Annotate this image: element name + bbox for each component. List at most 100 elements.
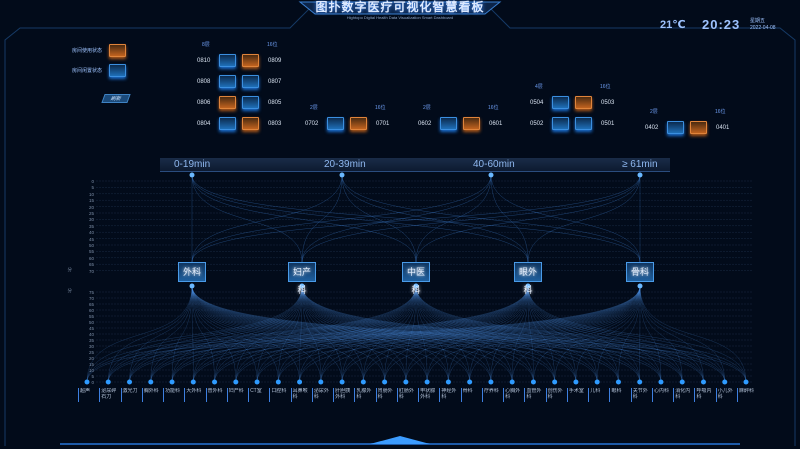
- procedure-label[interactable]: 妇产科: [226, 388, 247, 402]
- bed-icon-in_use[interactable]: [575, 96, 592, 109]
- room-number: 0808: [197, 79, 211, 85]
- bed-icon-in_use[interactable]: [242, 117, 259, 130]
- flow-link: [193, 285, 529, 383]
- flow-link: [191, 285, 513, 383]
- axis-tick: 30: [88, 344, 94, 349]
- procedure-label[interactable]: 激光刀: [120, 388, 141, 402]
- procedure-label[interactable]: 肛肠外科: [396, 388, 417, 402]
- procedure-node: [424, 379, 430, 385]
- procedure-label[interactable]: 肝胆胰外科: [333, 388, 353, 402]
- procedure-label[interactable]: 口腔科: [269, 388, 289, 402]
- procedure-label[interactable]: 创伤外科: [545, 388, 566, 402]
- room-number: 0504: [530, 100, 544, 106]
- procedure-label[interactable]: 乳腺外科: [354, 388, 374, 402]
- flow-link: [639, 285, 662, 383]
- procedure-label[interactable]: 普外科: [205, 388, 226, 402]
- department-node[interactable]: 妇产科: [288, 262, 316, 295]
- flow-link: [448, 285, 529, 383]
- flow-link: [415, 285, 449, 383]
- procedure-label[interactable]: 耳鼻喉科: [290, 388, 311, 402]
- flow-link: [415, 285, 704, 383]
- procedure-label[interactable]: CT室: [248, 388, 268, 402]
- procedure-label[interactable]: 麻醉科: [737, 388, 757, 402]
- procedure-label[interactable]: 胃肠外科: [375, 388, 396, 402]
- procedure-label[interactable]: 胸外科: [141, 388, 162, 402]
- flow-link: [639, 285, 683, 383]
- procedure-label[interactable]: 超声: [78, 388, 98, 402]
- axis-tick: 50: [88, 320, 94, 325]
- bed-icon-idle[interactable]: [552, 117, 569, 130]
- procedure-label[interactable]: 心内科: [651, 388, 672, 402]
- bed-icon-in_use[interactable]: [219, 96, 236, 109]
- flow-link: [191, 285, 555, 383]
- flow-link: [86, 285, 529, 383]
- axis-tick: 35: [88, 223, 94, 229]
- department-node[interactable]: 中医科: [402, 262, 430, 295]
- room-number: 0701: [376, 121, 390, 127]
- bed-icon-idle[interactable]: [327, 117, 344, 130]
- bed-icon-idle[interactable]: [440, 117, 457, 130]
- room-number: 0501: [601, 121, 615, 127]
- flow-link: [191, 174, 641, 263]
- flow-link: [301, 285, 555, 383]
- flow-link: [301, 285, 725, 383]
- flow-link: [256, 285, 529, 383]
- procedure-label[interactable]: 呼吸内科: [694, 388, 714, 402]
- bed-icon-in_use[interactable]: [242, 54, 259, 67]
- flow-link: [150, 285, 641, 383]
- department-node[interactable]: 外科: [178, 262, 206, 282]
- flow-link: [301, 285, 449, 383]
- procedure-label[interactable]: 骨科: [460, 388, 481, 402]
- bed-icon-idle[interactable]: [219, 117, 236, 130]
- procedure-label[interactable]: 泌尿外科: [311, 388, 332, 402]
- procedure-label[interactable]: 神经外科: [439, 388, 459, 402]
- flow-link: [415, 285, 428, 383]
- flow-link: [191, 285, 704, 383]
- procedure-label[interactable]: 儿科: [588, 388, 608, 402]
- bed-icon-idle[interactable]: [219, 75, 236, 88]
- axis-tick: 75: [88, 290, 94, 295]
- room-number: 0602: [418, 121, 432, 127]
- procedure-node: [509, 379, 515, 385]
- procedure-node: [722, 379, 728, 385]
- flow-link: [191, 285, 258, 383]
- flow-link: [191, 285, 322, 383]
- bed-icon-idle[interactable]: [667, 121, 684, 134]
- bed-icon-idle[interactable]: [219, 54, 236, 67]
- procedure-label[interactable]: 小儿外科: [715, 388, 736, 402]
- bed-icon-in_use[interactable]: [463, 117, 480, 130]
- bed-icon-idle[interactable]: [242, 75, 259, 88]
- procedure-label[interactable]: 疗养科: [481, 388, 502, 402]
- procedure-label[interactable]: 泌尿碎石刀: [99, 388, 119, 402]
- room-number: 0807: [268, 79, 282, 85]
- procedure-label[interactable]: 消化内科: [673, 388, 693, 402]
- department-node[interactable]: 眼外科: [514, 262, 542, 295]
- time-range-bar: [160, 158, 670, 172]
- room-number: 0805: [268, 100, 282, 106]
- flow-link: [320, 285, 417, 383]
- bed-icon-in_use[interactable]: [690, 121, 707, 134]
- weekday: 星期五: [750, 18, 766, 24]
- procedure-label[interactable]: 大外科: [184, 388, 204, 402]
- procedure-label[interactable]: 甲状腺外科: [418, 388, 438, 402]
- axis-tick: 5: [91, 185, 94, 191]
- procedure-node: [637, 379, 643, 385]
- department-anchor: [299, 283, 305, 289]
- procedure-label[interactable]: 手术室: [566, 388, 587, 402]
- bed-icon-in_use[interactable]: [350, 117, 367, 130]
- flow-link: [415, 285, 534, 383]
- procedure-label[interactable]: 血管外科: [524, 388, 544, 402]
- department-node[interactable]: 骨科: [626, 262, 654, 282]
- procedure-label[interactable]: 关节外科: [630, 388, 651, 402]
- procedure-label[interactable]: 眼科: [609, 388, 629, 402]
- bed-icon-idle[interactable]: [552, 96, 569, 109]
- room-number: 0502: [530, 121, 544, 127]
- bed-icon-idle[interactable]: [242, 96, 259, 109]
- flow-link: [256, 285, 641, 383]
- procedure-node: [233, 379, 239, 385]
- bed-icon-idle[interactable]: [575, 117, 592, 130]
- procedure-label[interactable]: 功能科: [163, 388, 183, 402]
- refresh-button[interactable]: 刷新: [101, 94, 131, 103]
- procedure-label[interactable]: 心胸外科: [503, 388, 523, 402]
